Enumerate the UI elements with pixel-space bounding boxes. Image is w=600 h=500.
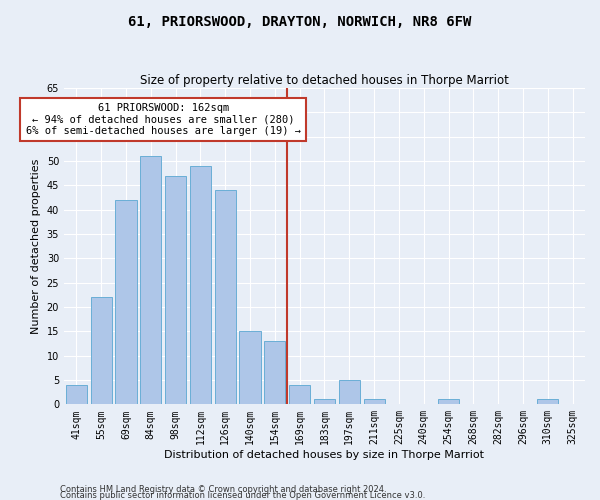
Bar (314, 400, 335, 404)
Bar (264, 341, 286, 404)
Y-axis label: Number of detached properties: Number of detached properties (31, 158, 41, 334)
Title: Size of property relative to detached houses in Thorpe Marriot: Size of property relative to detached ho… (140, 74, 509, 87)
Bar (165, 176, 186, 404)
Text: 61 PRIORSWOOD: 162sqm
← 94% of detached houses are smaller (280)
6% of semi-deta: 61 PRIORSWOOD: 162sqm ← 94% of detached … (26, 103, 301, 136)
Bar (66, 385, 87, 404)
Bar (537, 400, 559, 404)
Bar (239, 332, 260, 404)
Bar (115, 200, 137, 404)
Bar (339, 380, 360, 404)
Bar (215, 190, 236, 404)
X-axis label: Distribution of detached houses by size in Thorpe Marriot: Distribution of detached houses by size … (164, 450, 484, 460)
Bar (91, 298, 112, 405)
Bar (438, 400, 459, 404)
Bar (289, 385, 310, 404)
Text: Contains HM Land Registry data © Crown copyright and database right 2024.: Contains HM Land Registry data © Crown c… (60, 486, 386, 494)
Bar (364, 400, 385, 404)
Text: 61, PRIORSWOOD, DRAYTON, NORWICH, NR8 6FW: 61, PRIORSWOOD, DRAYTON, NORWICH, NR8 6F… (128, 15, 472, 29)
Bar (190, 166, 211, 404)
Text: Contains public sector information licensed under the Open Government Licence v3: Contains public sector information licen… (60, 492, 425, 500)
Bar (140, 156, 161, 404)
